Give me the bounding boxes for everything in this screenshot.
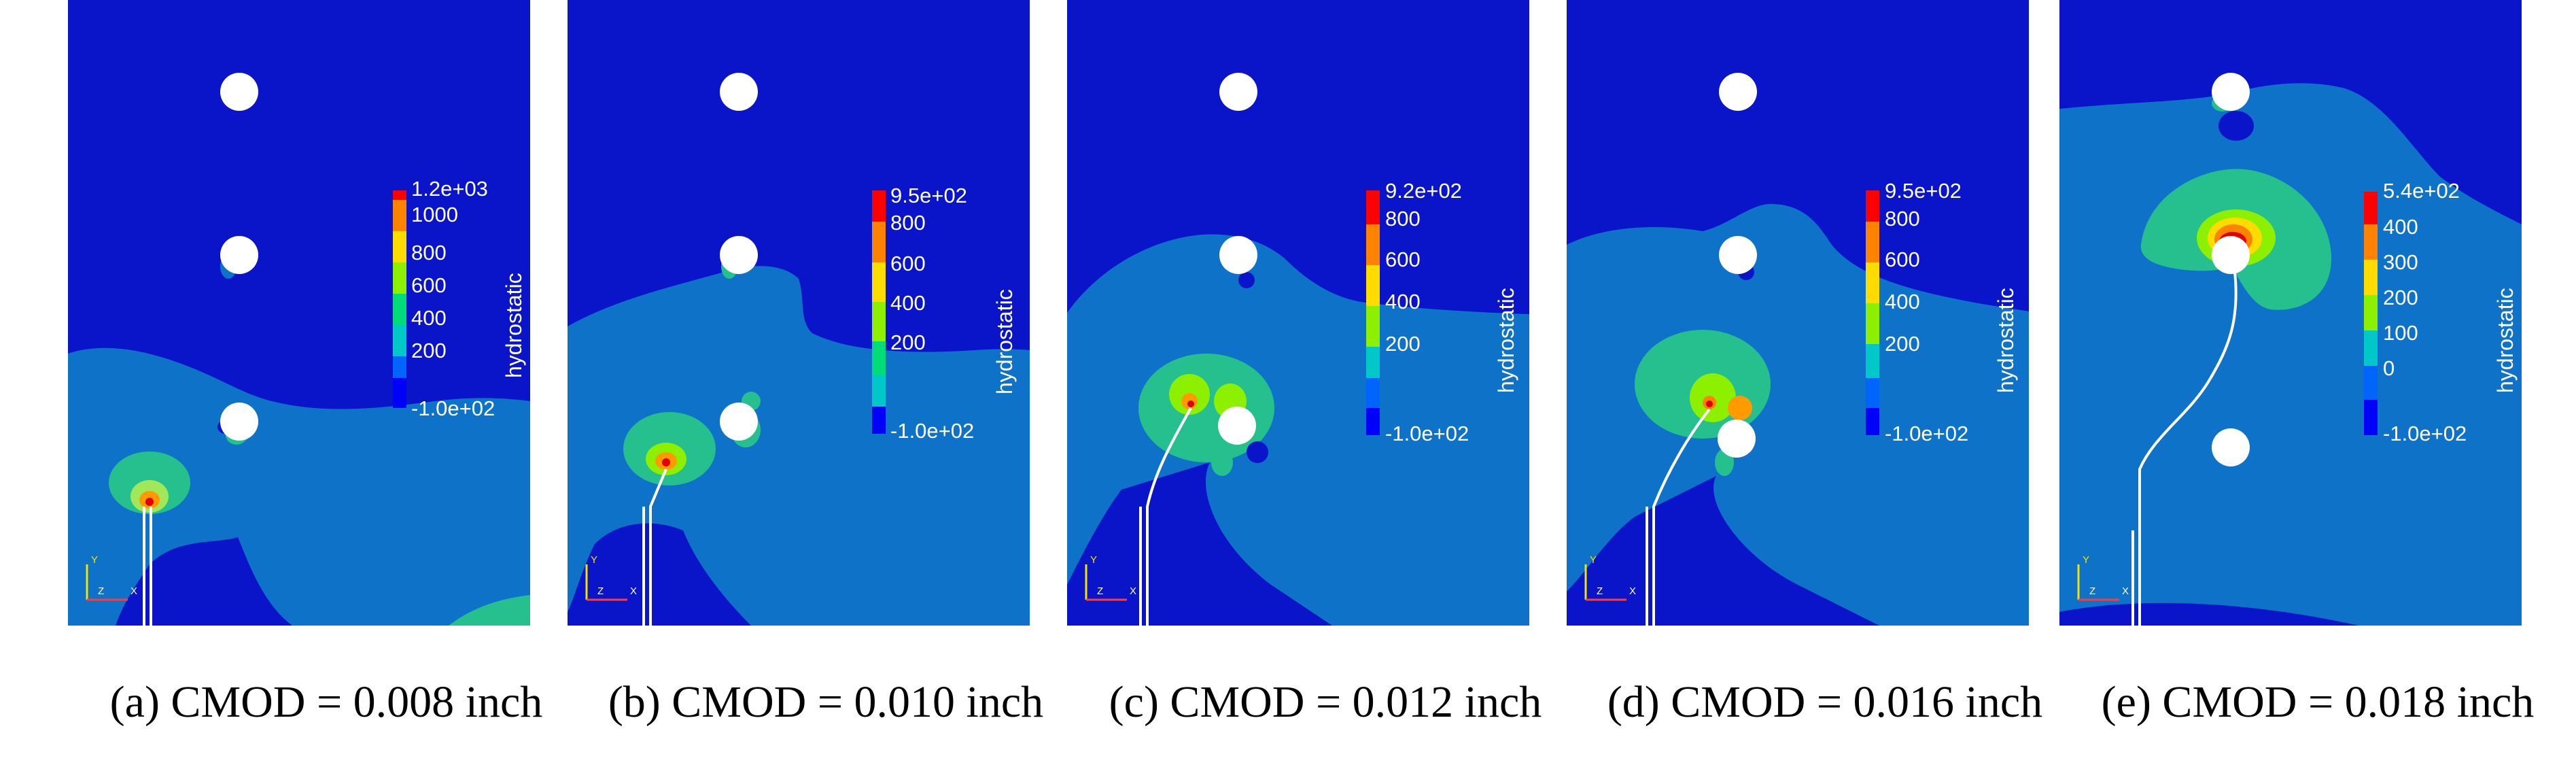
panel-b: 9.5e+02 800 600 400 200 -1.0e+02 hydrost…	[568, 0, 1084, 767]
caption-b: (b) CMOD = 0.010 inch	[608, 677, 1044, 727]
caption-a: (a) CMOD = 0.008 inch	[109, 677, 543, 727]
stress-field-plot-b	[568, 0, 1030, 626]
axis-y-label-c: Y	[1090, 554, 1098, 566]
stress-field-plot-d	[1567, 0, 2029, 626]
axis-z-label-a: Z	[98, 585, 105, 597]
colorbar-label-e-4: 100	[2383, 321, 2418, 345]
axis-z-label-b: Z	[597, 585, 604, 597]
colorbar-label-c-0: 9.2e+02	[1385, 179, 1462, 203]
colorbar-label-a-4: 400	[411, 306, 447, 330]
panel-c: 9.2e+02 800 600 400 200 -1.0e+02 hydrost…	[1067, 0, 1584, 767]
colorbar-label-c-4: 200	[1385, 332, 1421, 356]
axis-z-label-d: Z	[1597, 585, 1603, 597]
colorbar-label-e-1: 400	[2383, 215, 2418, 239]
colorbar-title-c: hydrostatic	[1494, 288, 1518, 393]
colorbar-label-c-2: 600	[1385, 248, 1421, 271]
panel-a: 1.2e+03 1000 800 600 400 200 -1.0e+02 hy…	[68, 0, 585, 767]
colorbar-label-a-1: 1000	[411, 203, 458, 226]
axis-y-label-b: Y	[591, 554, 598, 566]
axis-z-label-c: Z	[1097, 585, 1104, 597]
colorbar-label-c-1: 800	[1385, 207, 1421, 231]
axis-y-label-d: Y	[1590, 554, 1597, 566]
colorbar-label-d-1: 800	[1885, 207, 1920, 231]
axis-x-label-d: X	[1629, 585, 1637, 597]
axis-z-label-e: Z	[2089, 585, 2096, 597]
colorbar-label-a-6: -1.0e+02	[411, 396, 495, 420]
colorbar-label-b-0: 9.5e+02	[890, 184, 967, 207]
axis-x-label-c: X	[1130, 585, 1137, 597]
axis-x-label-e: X	[2122, 585, 2129, 597]
colorbar-title-e: hydrostatic	[2493, 288, 2518, 393]
colorbar-label-a-5: 200	[411, 339, 447, 362]
colorbar-label-b-1: 800	[890, 211, 926, 235]
colorbar-title-b: hydrostatic	[992, 289, 1017, 394]
axis-x-label-b: X	[630, 585, 638, 597]
colorbar-label-e-2: 300	[2383, 250, 2418, 274]
colorbar-label-a-0: 1.2e+03	[411, 177, 488, 201]
colorbar-label-d-0: 9.5e+02	[1885, 179, 1962, 203]
colorbar-label-a-3: 600	[411, 273, 447, 297]
colorbar-label-d-2: 600	[1885, 248, 1920, 271]
colorbar-label-e-6: -1.0e+02	[2383, 422, 2467, 445]
axis-x-label-a: X	[130, 585, 138, 597]
panel-d: 9.5e+02 800 600 400 200 -1.0e+02 hydrost…	[1567, 0, 2083, 767]
colorbar-label-c-5: -1.0e+02	[1385, 422, 1469, 445]
colorbar-label-b-5: -1.0e+02	[890, 419, 975, 443]
stress-field-plot-c	[1067, 0, 1529, 626]
caption-d: (d) CMOD = 0.016 inch	[1607, 677, 2043, 727]
colorbar-label-d-5: -1.0e+02	[1885, 422, 1969, 445]
axis-y-label-a: Y	[91, 554, 99, 566]
stress-field-plot-e	[2059, 0, 2522, 626]
colorbar-label-b-2: 600	[890, 252, 926, 275]
stress-field-plot-a	[68, 0, 530, 626]
axis-y-label-e: Y	[2083, 554, 2090, 566]
panel-e: 5.4e+02 400 300 200 100 0 -1.0e+02 hydro…	[2059, 0, 2576, 767]
caption-e: (e) CMOD = 0.018 inch	[2101, 677, 2535, 727]
colorbar-label-d-3: 400	[1885, 290, 1920, 313]
colorbar-label-e-3: 200	[2383, 286, 2418, 309]
colorbar-title-d: hydrostatic	[1994, 288, 2018, 393]
colorbar-label-e-5: 0	[2383, 356, 2395, 380]
colorbar-label-c-3: 400	[1385, 290, 1421, 313]
caption-c: (c) CMOD = 0.012 inch	[1109, 677, 1542, 727]
colorbar-label-b-3: 400	[890, 291, 926, 315]
colorbar-title-a: hydrostatic	[502, 273, 526, 378]
colorbar-label-b-4: 200	[890, 330, 926, 354]
colorbar-label-d-4: 200	[1885, 332, 1920, 356]
colorbar-label-a-2: 800	[411, 241, 447, 265]
colorbar-label-e-0: 5.4e+02	[2383, 179, 2460, 203]
